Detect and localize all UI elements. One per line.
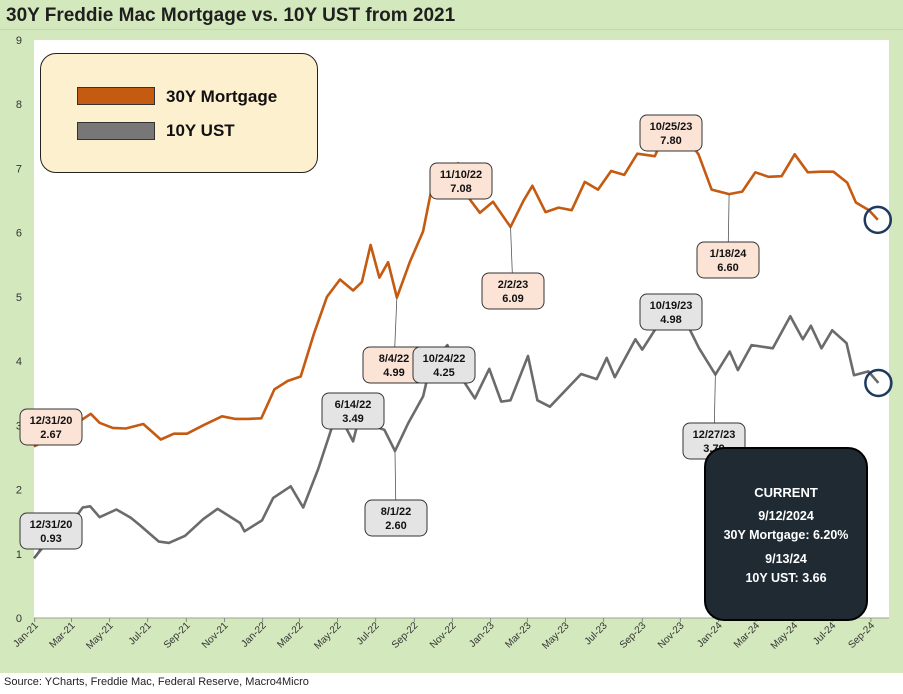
callout-value: 4.98 (660, 314, 681, 326)
x-tick-label: Mar-24 (732, 620, 762, 650)
x-tick-label: Sep-21 (162, 620, 193, 651)
title-bar: 30Y Freddie Mac Mortgage vs. 10Y UST fro… (0, 0, 903, 30)
callout-date: 11/10/22 (440, 169, 482, 181)
callout-value: 4.25 (433, 367, 454, 379)
callout-value: 2.67 (40, 429, 61, 441)
source-note: Source: YCharts, Freddie Mac, Federal Re… (4, 676, 309, 688)
x-tick-label: Jan-22 (239, 620, 269, 650)
y-tick-label: 2 (16, 485, 22, 497)
y-tick-label: 6 (16, 228, 22, 240)
chart-frame: 0 1 2 3 4 5 6 7 8 9 Jan-21 Mar-21 May-21 Jul-21 Sep-21… (0, 30, 903, 673)
x-tick-label: Jul-23 (583, 620, 610, 647)
x-tick-label: Sep-24 (846, 620, 877, 651)
legend-label-mortgage: 30Y Mortgage (166, 87, 278, 106)
callout-box (19, 512, 83, 550)
callout-value: 2.60 (385, 520, 406, 532)
x-tick-label: Jul-21 (127, 620, 154, 647)
callout-box (639, 293, 703, 331)
callout-value: 3.49 (342, 413, 363, 425)
mortgage-current-marker (863, 205, 893, 235)
callout-value: 0.93 (40, 533, 61, 545)
ust-current-marker (864, 368, 893, 398)
x-tick-label: May-24 (769, 620, 801, 652)
x-tick-label: May-23 (540, 620, 572, 652)
x-tick-label: Jul-22 (355, 620, 382, 647)
callout-value: 4.99 (383, 367, 404, 379)
callout-value: 6.09 (502, 293, 523, 305)
current-ust-text: 10Y UST: 3.66 (745, 571, 827, 585)
callout-date: 12/31/20 (30, 415, 73, 427)
callout-box (19, 408, 83, 446)
y-tick-label: 9 (16, 35, 22, 47)
legend-label-ust: 10Y UST (166, 121, 235, 140)
x-tick-label: Jul-24 (811, 620, 838, 647)
y-tick-label: 1 (16, 549, 22, 561)
callout-date: 2/2/23 (498, 279, 529, 291)
x-tick-label: Nov-21 (200, 620, 231, 651)
callout-value: 7.08 (450, 183, 471, 195)
callout-date: 12/31/20 (30, 519, 73, 531)
current-heading: CURRENT (754, 485, 818, 500)
callout-date: 6/14/22 (335, 399, 372, 411)
legend: 30Y Mortgage 10Y UST (40, 53, 318, 173)
current-mortgage-text: 30Y Mortgage: 6.20% (723, 528, 849, 542)
callout-box (321, 392, 385, 430)
callout-box (696, 241, 760, 279)
x-tick-label: Jan-24 (695, 620, 725, 650)
x-tick-label: Nov-22 (428, 620, 459, 651)
callout-date: 8/1/22 (381, 506, 412, 518)
callout-value: 6.60 (717, 262, 738, 274)
callout-box (481, 272, 545, 310)
x-tick-label: Mar-22 (275, 620, 305, 650)
callout-box (429, 162, 493, 200)
callout-date: 1/18/24 (710, 248, 748, 260)
y-tick-label: 4 (16, 356, 22, 368)
y-tick-label: 0 (16, 613, 22, 625)
y-tick-label: 7 (16, 163, 22, 175)
callout-date: 10/25/23 (650, 121, 693, 133)
callout-date: 10/24/22 (423, 353, 466, 365)
current-ust-date: 9/13/24 (765, 552, 807, 566)
y-tick-label: 8 (16, 99, 22, 111)
chart-title: 30Y Freddie Mac Mortgage vs. 10Y UST fro… (6, 5, 456, 26)
x-tick-label: Nov-23 (656, 620, 687, 651)
x-tick-label: Jan-23 (467, 620, 497, 650)
x-tick-label: Mar-21 (47, 620, 77, 650)
callout-box (639, 114, 703, 152)
y-tick-label: 3 (16, 420, 22, 432)
x-tick-label: Mar-23 (503, 620, 533, 650)
x-tick-label: Sep-22 (390, 620, 421, 651)
x-tick-label: May-21 (84, 620, 116, 652)
callout-date: 10/19/23 (650, 300, 693, 312)
legend-swatch-mortgage (77, 87, 155, 105)
x-tick-label: Sep-23 (618, 620, 649, 651)
legend-swatch-ust (77, 122, 155, 140)
callout-box (412, 346, 476, 384)
y-tick-label: 5 (16, 292, 22, 304)
callout-value: 7.80 (660, 135, 681, 147)
current-values-box: CURRENT 9/12/2024 30Y Mortgage: 6.20% 9/… (704, 447, 868, 621)
x-tick-label: May-22 (312, 620, 344, 652)
callout-date: 12/27/23 (693, 429, 736, 441)
current-mortgage-date: 9/12/2024 (758, 509, 814, 523)
callout-date: 8/4/22 (379, 353, 410, 365)
callout-box (364, 499, 428, 537)
